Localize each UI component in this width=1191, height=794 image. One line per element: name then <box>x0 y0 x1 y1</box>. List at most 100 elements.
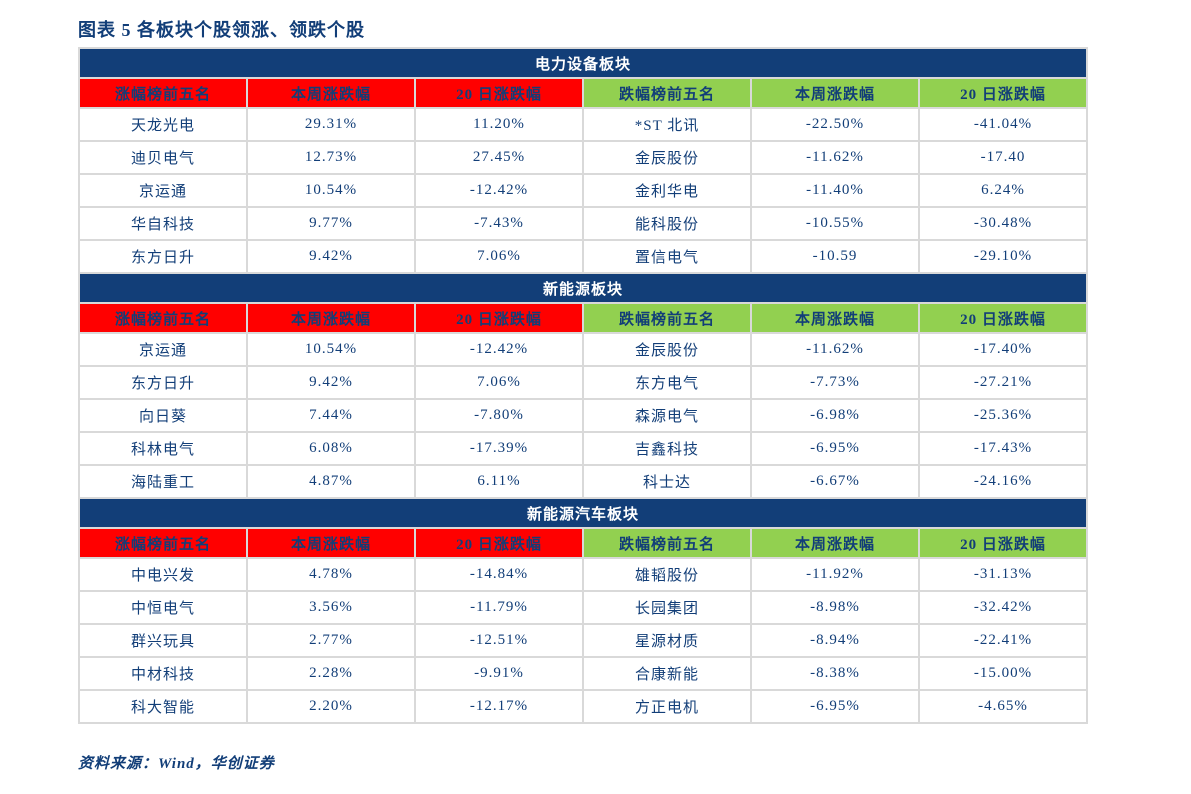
loser-column-header: 本周涨跌幅 <box>750 527 920 559</box>
stock-name-cell: 中恒电气 <box>78 590 248 625</box>
change-value-cell: -31.13% <box>917 557 1089 592</box>
source-note: 资料来源：Wind，华创证券 <box>78 756 275 772</box>
stock-name-cell: 京运通 <box>78 332 248 367</box>
change-value-cell: 6.24% <box>917 173 1089 208</box>
change-value-cell: 10.54% <box>246 173 416 208</box>
column-header-row: 涨幅榜前五名 本周涨跌幅 20 日涨跌幅 跌幅榜前五名 本周涨跌幅 20 日涨跌幅 <box>78 527 1089 559</box>
gainer-column-header: 20 日涨跌幅 <box>414 302 584 334</box>
stock-name-cell: 吉鑫科技 <box>582 431 752 466</box>
change-value-cell: -7.80% <box>414 398 584 433</box>
change-value-cell: -27.21% <box>917 365 1089 400</box>
loser-column-header: 跌幅榜前五名 <box>582 77 752 109</box>
loser-column-header: 本周涨跌幅 <box>750 302 920 334</box>
change-value-cell: -4.65% <box>917 689 1089 724</box>
stock-name-cell: 天龙光电 <box>78 107 248 142</box>
change-value-cell: 12.73% <box>246 140 416 175</box>
stock-name-cell: 方正电机 <box>582 689 752 724</box>
loser-column-header: 20 日涨跌幅 <box>917 77 1089 109</box>
table-row: 京运通 10.54% -12.42% 金利华电 -11.40% 6.24% <box>78 173 1089 208</box>
change-value-cell: -17.40% <box>917 332 1089 367</box>
table-row: 迪贝电气 12.73% 27.45% 金辰股份 -11.62% -17.40 <box>78 140 1089 175</box>
change-value-cell: -12.42% <box>414 173 584 208</box>
change-value-cell: -12.51% <box>414 623 584 658</box>
change-value-cell: -24.16% <box>917 464 1089 499</box>
table-row: 中材科技 2.28% -9.91% 合康新能 -8.38% -15.00% <box>78 656 1089 691</box>
gainer-column-header: 涨幅榜前五名 <box>78 302 248 334</box>
change-value-cell: 11.20% <box>414 107 584 142</box>
table-row: 中恒电气 3.56% -11.79% 长园集团 -8.98% -32.42% <box>78 590 1089 625</box>
change-value-cell: -17.40 <box>917 140 1089 175</box>
stock-name-cell: 金利华电 <box>582 173 752 208</box>
stock-name-cell: 中材科技 <box>78 656 248 691</box>
change-value-cell: -17.39% <box>414 431 584 466</box>
table-row: 科林电气 6.08% -17.39% 吉鑫科技 -6.95% -17.43% <box>78 431 1089 466</box>
stock-name-cell: 向日葵 <box>78 398 248 433</box>
change-value-cell: -11.79% <box>414 590 584 625</box>
stock-name-cell: 合康新能 <box>582 656 752 691</box>
change-value-cell: 6.08% <box>246 431 416 466</box>
change-value-cell: -8.98% <box>750 590 920 625</box>
table-row: 东方日升 9.42% 7.06% 置信电气 -10.59 -29.10% <box>78 239 1089 274</box>
change-value-cell: -14.84% <box>414 557 584 592</box>
change-value-cell: -10.59 <box>750 239 920 274</box>
change-value-cell: 9.42% <box>246 365 416 400</box>
stock-name-cell: 科大智能 <box>78 689 248 724</box>
change-value-cell: 27.45% <box>414 140 584 175</box>
table-row: 群兴玩具 2.77% -12.51% 星源材质 -8.94% -22.41% <box>78 623 1089 658</box>
change-value-cell: -41.04% <box>917 107 1089 142</box>
table-row: 东方日升 9.42% 7.06% 东方电气 -7.73% -27.21% <box>78 365 1089 400</box>
change-value-cell: -11.62% <box>750 332 920 367</box>
figure-title: 图表 5 各板块个股领涨、领跌个股 <box>78 20 365 40</box>
change-value-cell: -6.95% <box>750 431 920 466</box>
change-value-cell: -12.42% <box>414 332 584 367</box>
change-value-cell: 2.28% <box>246 656 416 691</box>
change-value-cell: -11.40% <box>750 173 920 208</box>
change-value-cell: -22.41% <box>917 623 1089 658</box>
gainer-column-header: 20 日涨跌幅 <box>414 77 584 109</box>
change-value-cell: 6.11% <box>414 464 584 499</box>
column-header-row: 涨幅榜前五名 本周涨跌幅 20 日涨跌幅 跌幅榜前五名 本周涨跌幅 20 日涨跌幅 <box>78 77 1089 109</box>
change-value-cell: -6.98% <box>750 398 920 433</box>
stock-name-cell: 科林电气 <box>78 431 248 466</box>
stock-name-cell: 中电兴发 <box>78 557 248 592</box>
loser-column-header: 20 日涨跌幅 <box>917 302 1089 334</box>
change-value-cell: -15.00% <box>917 656 1089 691</box>
stock-name-cell: 能科股份 <box>582 206 752 241</box>
stock-name-cell: 金辰股份 <box>582 140 752 175</box>
change-value-cell: -8.94% <box>750 623 920 658</box>
loser-column-header: 跌幅榜前五名 <box>582 527 752 559</box>
stock-name-cell: 海陆重工 <box>78 464 248 499</box>
loser-column-header: 本周涨跌幅 <box>750 77 920 109</box>
stock-name-cell: 京运通 <box>78 173 248 208</box>
table-row: 华自科技 9.77% -7.43% 能科股份 -10.55% -30.48% <box>78 206 1089 241</box>
change-value-cell: 9.77% <box>246 206 416 241</box>
stock-name-cell: 东方日升 <box>78 365 248 400</box>
gainer-column-header: 本周涨跌幅 <box>246 527 416 559</box>
change-value-cell: -11.92% <box>750 557 920 592</box>
stock-name-cell: 雄韬股份 <box>582 557 752 592</box>
change-value-cell: -10.55% <box>750 206 920 241</box>
change-value-cell: -8.38% <box>750 656 920 691</box>
table-row: 京运通 10.54% -12.42% 金辰股份 -11.62% -17.40% <box>78 332 1089 367</box>
gainer-column-header: 涨幅榜前五名 <box>78 77 248 109</box>
change-value-cell: 2.20% <box>246 689 416 724</box>
change-value-cell: -29.10% <box>917 239 1089 274</box>
change-value-cell: -6.67% <box>750 464 920 499</box>
change-value-cell: -11.62% <box>750 140 920 175</box>
change-value-cell: 29.31% <box>246 107 416 142</box>
change-value-cell: -25.36% <box>917 398 1089 433</box>
loser-column-header: 20 日涨跌幅 <box>917 527 1089 559</box>
change-value-cell: -30.48% <box>917 206 1089 241</box>
stock-name-cell: 东方日升 <box>78 239 248 274</box>
section-band-row: 电力设备板块 <box>77 47 1089 79</box>
stock-name-cell: 森源电气 <box>582 398 752 433</box>
column-header-row: 涨幅榜前五名 本周涨跌幅 20 日涨跌幅 跌幅榜前五名 本周涨跌幅 20 日涨跌幅 <box>78 302 1089 334</box>
change-value-cell: 7.06% <box>414 365 584 400</box>
table-row: 中电兴发 4.78% -14.84% 雄韬股份 -11.92% -31.13% <box>78 557 1089 592</box>
gainer-column-header: 本周涨跌幅 <box>246 77 416 109</box>
loser-column-header: 跌幅榜前五名 <box>582 302 752 334</box>
stock-name-cell: 东方电气 <box>582 365 752 400</box>
stock-name-cell: 科士达 <box>582 464 752 499</box>
table-row: 海陆重工 4.87% 6.11% 科士达 -6.67% -24.16% <box>78 464 1089 499</box>
